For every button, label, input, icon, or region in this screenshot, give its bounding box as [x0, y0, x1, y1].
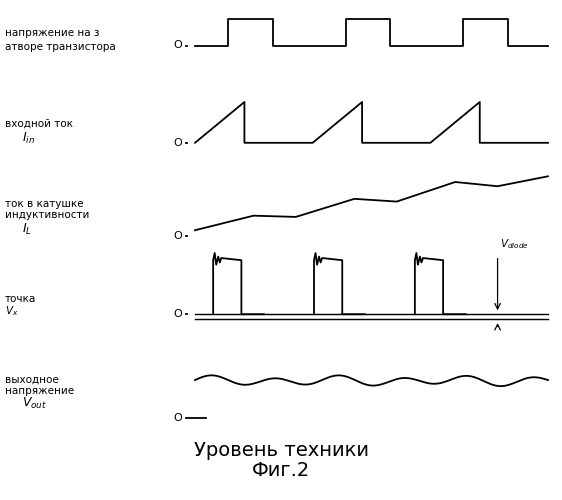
Text: индуктивности: индуктивности — [5, 210, 89, 220]
Text: O: O — [174, 138, 183, 148]
Text: точка: точка — [5, 294, 37, 304]
Text: выходное: выходное — [5, 375, 59, 385]
Text: $V_{out}$: $V_{out}$ — [22, 396, 47, 410]
Text: входной ток: входной ток — [5, 118, 73, 128]
Text: O: O — [174, 412, 183, 422]
Text: Фиг.2: Фиг.2 — [252, 460, 310, 479]
Text: $V_x$: $V_x$ — [5, 304, 19, 318]
Text: O: O — [174, 309, 183, 319]
Text: O: O — [174, 40, 183, 50]
Text: ток в катушке: ток в катушке — [5, 199, 84, 209]
Text: атворе транзистора: атворе транзистора — [5, 42, 116, 52]
Text: $V_{diode}$: $V_{diode}$ — [500, 238, 528, 251]
Text: $I_{in}$: $I_{in}$ — [22, 131, 35, 146]
Text: напряжение: напряжение — [5, 386, 74, 396]
Text: $I_L$: $I_L$ — [22, 222, 32, 236]
Text: напряжение на з: напряжение на з — [5, 28, 99, 38]
Text: O: O — [174, 231, 183, 241]
Text: Уровень техники: Уровень техники — [193, 440, 369, 460]
